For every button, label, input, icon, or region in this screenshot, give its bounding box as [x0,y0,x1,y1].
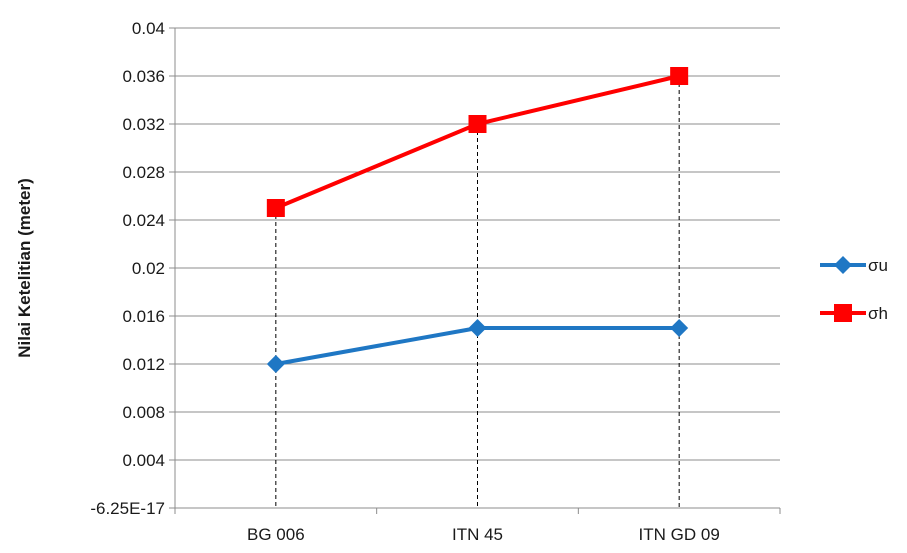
y-tick-label: 0.004 [122,451,165,470]
y-tick-label: 0.032 [122,115,165,134]
y-tick-label: 0.036 [122,67,165,86]
legend: σu σh [820,256,888,323]
data-markers [266,67,689,373]
legend-label: σh [868,304,888,323]
x-tick-labels: BG 006 ITN 45 ITN GD 09 [247,525,720,544]
y-tick-label: 0.012 [122,355,165,374]
axes [169,27,781,514]
x-tick-label: ITN 45 [452,525,503,544]
data-point-series-1 [670,319,689,337]
x-tick-label: ITN GD 09 [639,525,720,544]
legend-marker [834,256,852,274]
y-tick-label: 0.04 [132,19,165,38]
y-tick-label: 0.008 [122,403,165,422]
drop-lines [275,76,680,508]
data-point-series-2 [670,67,689,85]
y-tick-label: 0.024 [122,211,165,230]
x-tick-label: BG 006 [247,525,305,544]
y-tick-labels: -6.25E-17 0.004 0.008 0.012 0.016 0.02 0.024 0.… [90,19,165,518]
data-point-series-2 [468,115,487,133]
y-axis-title: Nilai Ketelitian (meter) [15,178,34,358]
legend-marker [834,304,852,322]
data-point-series-1 [266,355,285,373]
y-tick-label: 0.016 [122,307,165,326]
y-tick-label: 0.028 [122,163,165,182]
y-tick-label: -6.25E-17 [90,499,165,518]
y-tick-label: 0.02 [132,259,165,278]
data-point-series-2 [266,199,285,217]
legend-label: σu [868,256,888,275]
data-point-series-1 [468,319,487,337]
